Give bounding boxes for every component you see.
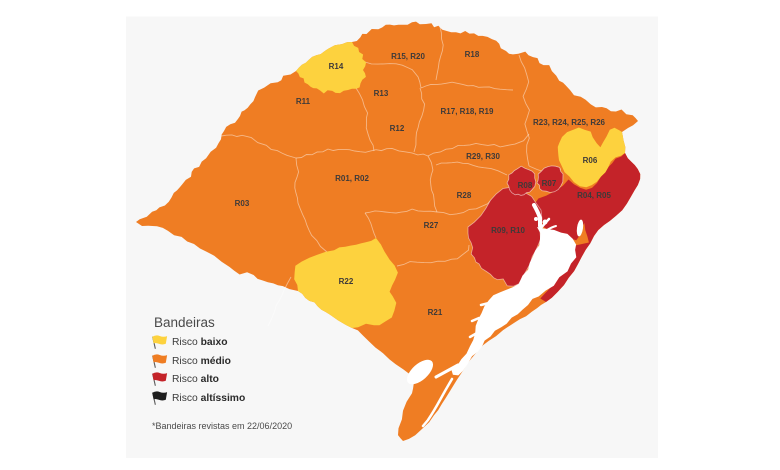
svg-text:R15, R20: R15, R20 bbox=[391, 52, 425, 61]
svg-text:R21: R21 bbox=[428, 308, 443, 317]
svg-text:R04, R05: R04, R05 bbox=[577, 191, 611, 200]
svg-text:R28: R28 bbox=[457, 191, 472, 200]
svg-text:R07: R07 bbox=[542, 179, 557, 188]
svg-text:R23, R24, R25, R26: R23, R24, R25, R26 bbox=[533, 118, 606, 127]
svg-text:R18: R18 bbox=[465, 50, 480, 59]
svg-text:Risco alto: Risco alto bbox=[172, 374, 219, 385]
svg-text:R08: R08 bbox=[518, 181, 533, 190]
svg-text:R14: R14 bbox=[329, 62, 344, 71]
svg-text:R06: R06 bbox=[583, 156, 598, 165]
svg-text:*Bandeiras revistas em 22/06/2: *Bandeiras revistas em 22/06/2020 bbox=[152, 421, 292, 431]
svg-text:R29, R30: R29, R30 bbox=[466, 152, 500, 161]
svg-text:Risco baixo: Risco baixo bbox=[172, 337, 228, 348]
svg-text:Bandeiras: Bandeiras bbox=[154, 315, 215, 330]
svg-text:R03: R03 bbox=[235, 199, 250, 208]
svg-text:R27: R27 bbox=[424, 221, 439, 230]
svg-text:R11: R11 bbox=[296, 97, 311, 106]
svg-text:Risco médio: Risco médio bbox=[172, 356, 231, 367]
svg-text:R17, R18, R19: R17, R18, R19 bbox=[441, 107, 494, 116]
svg-text:R12: R12 bbox=[390, 124, 405, 133]
svg-text:R09, R10: R09, R10 bbox=[491, 226, 525, 235]
svg-text:Risco altíssimo: Risco altíssimo bbox=[172, 393, 245, 404]
svg-text:R13: R13 bbox=[374, 89, 389, 98]
svg-text:R22: R22 bbox=[339, 277, 354, 286]
svg-text:R01, R02: R01, R02 bbox=[335, 174, 369, 183]
